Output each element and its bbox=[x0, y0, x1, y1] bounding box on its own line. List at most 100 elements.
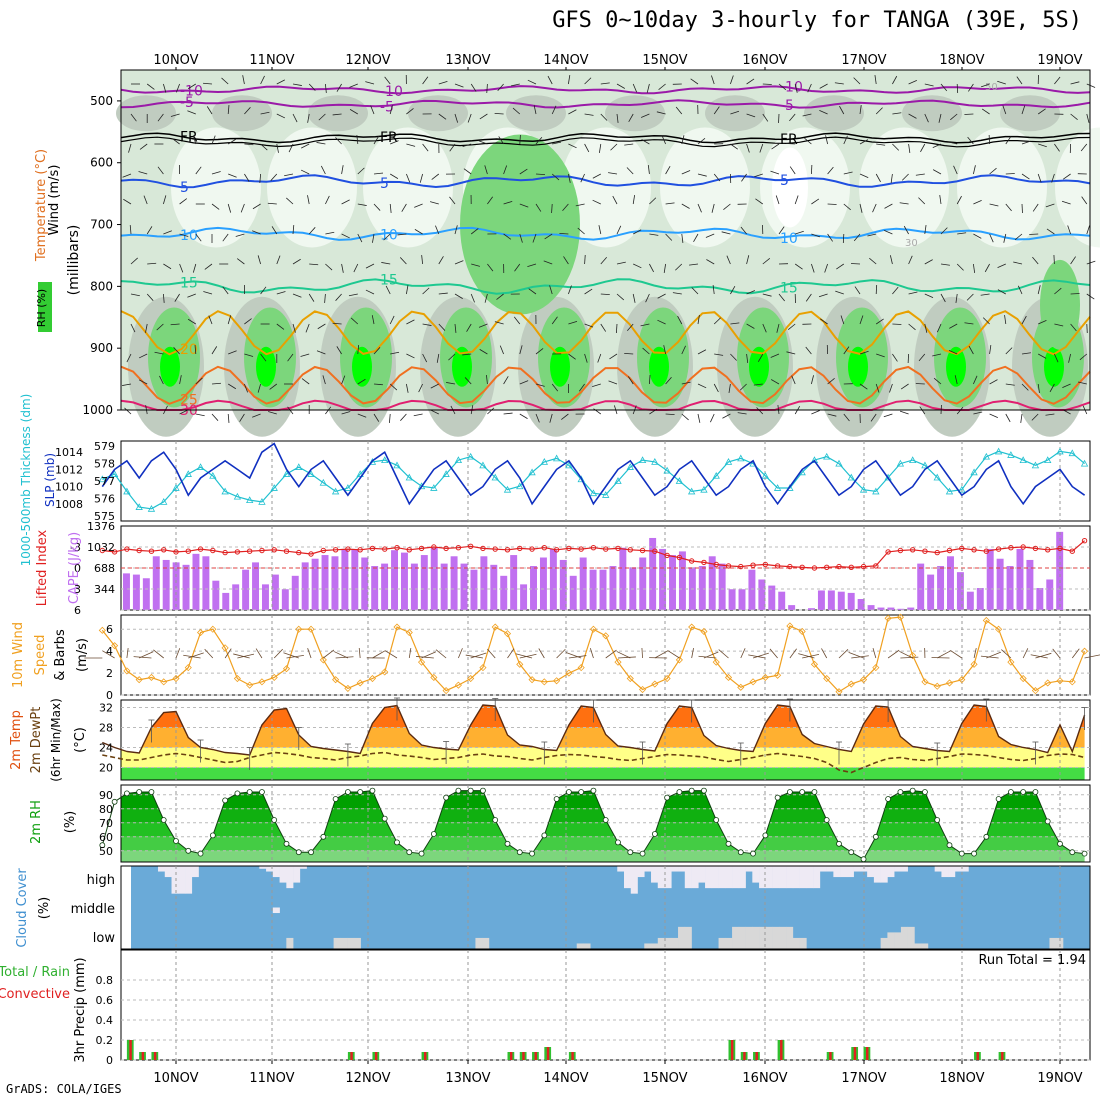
wind-barb bbox=[903, 225, 909, 235]
wind-barb bbox=[1077, 381, 1087, 385]
wind-barb bbox=[332, 113, 342, 116]
rh-point bbox=[246, 789, 253, 795]
wind-barb bbox=[1086, 225, 1090, 235]
wind-barb bbox=[519, 233, 523, 243]
contour-label: -10 bbox=[380, 84, 403, 100]
thickness-point bbox=[1068, 449, 1076, 457]
cloud-low-bar bbox=[786, 926, 794, 949]
wind-barb bbox=[300, 353, 310, 357]
wind-barb bbox=[1070, 113, 1078, 120]
cape-bar bbox=[966, 591, 974, 610]
wind-speed-point bbox=[1019, 674, 1027, 683]
rh-point bbox=[922, 789, 928, 795]
rh-point bbox=[885, 796, 892, 802]
wind-barb bbox=[705, 233, 715, 238]
wind-barb bbox=[400, 413, 407, 421]
wind-barb bbox=[892, 75, 898, 85]
wind-barb bbox=[589, 648, 594, 659]
day-label-bottom: 18NOV bbox=[939, 1071, 984, 1086]
cloud-low-bar bbox=[732, 926, 740, 949]
wind-barb bbox=[175, 648, 181, 659]
rh-blob bbox=[804, 95, 864, 132]
wind-barb bbox=[711, 203, 715, 213]
thickness-point bbox=[258, 498, 266, 505]
wind-speed-point bbox=[540, 678, 548, 686]
upper-ylabel-units: (millibars) bbox=[66, 225, 82, 296]
rh-tick-label: 90 bbox=[99, 789, 113, 802]
wind-barb bbox=[973, 165, 976, 175]
wind-barb bbox=[227, 104, 230, 115]
wind-barb bbox=[853, 77, 861, 85]
rh-blob bbox=[256, 346, 276, 387]
wind-speed-point bbox=[577, 664, 585, 672]
wind-barb bbox=[723, 203, 731, 210]
wind-barb bbox=[819, 109, 828, 115]
wind-barb bbox=[257, 383, 261, 393]
cloud-high-bar bbox=[718, 866, 726, 889]
cloud-high-bar bbox=[624, 866, 632, 889]
wind-barb bbox=[869, 257, 877, 265]
wind-barb bbox=[146, 83, 155, 90]
axis-title-text: Lifted Index bbox=[35, 529, 50, 606]
cape-bar bbox=[152, 556, 160, 610]
cloud-level-label: low bbox=[93, 931, 116, 946]
wind-barb bbox=[435, 649, 447, 659]
wind-barb bbox=[227, 315, 232, 325]
wind-barb bbox=[563, 256, 569, 265]
li-point bbox=[246, 548, 253, 554]
wind-barb bbox=[519, 380, 529, 385]
wind-barb bbox=[538, 648, 545, 659]
cape-bar bbox=[1006, 566, 1014, 610]
wind-barb bbox=[843, 413, 850, 422]
wind-barb bbox=[908, 291, 918, 295]
cape-bar bbox=[252, 562, 260, 610]
wind-barb bbox=[211, 171, 221, 175]
wind-barb bbox=[130, 257, 138, 265]
li-tick-label: 3 bbox=[74, 583, 81, 596]
cape-bar bbox=[271, 574, 279, 610]
rh-point bbox=[615, 839, 621, 846]
wind-barb bbox=[227, 383, 237, 390]
temperature-contour bbox=[120, 99, 1091, 109]
axis-title-text: (°C) bbox=[73, 727, 88, 753]
wind-barb bbox=[1038, 353, 1047, 359]
li-ylabel: Lifted Index bbox=[35, 529, 50, 606]
wind-speed-point bbox=[184, 664, 192, 672]
wind-barb bbox=[984, 263, 990, 273]
wind-barb bbox=[600, 82, 610, 85]
wind-barb bbox=[458, 648, 463, 659]
cloud-low-bar bbox=[482, 937, 490, 949]
thickness-point bbox=[614, 477, 622, 484]
thickness-point bbox=[712, 471, 720, 479]
precip-frame bbox=[120, 949, 1091, 1061]
cloud-high-bar bbox=[171, 866, 179, 894]
wind-barb bbox=[859, 350, 869, 355]
wind-barb bbox=[690, 78, 699, 85]
wind-barb bbox=[406, 383, 409, 393]
temperature-contour bbox=[120, 174, 1091, 189]
wind-barb bbox=[260, 286, 267, 295]
wind-barb bbox=[859, 139, 869, 145]
thickness-point bbox=[184, 470, 192, 477]
wind-barb bbox=[980, 83, 990, 88]
cape-bar bbox=[391, 550, 399, 610]
rh-point bbox=[1057, 840, 1063, 847]
wind-barb bbox=[438, 256, 444, 265]
wind-barb bbox=[130, 293, 140, 297]
wind-barb bbox=[665, 376, 672, 385]
rh-point bbox=[185, 847, 192, 854]
li-point bbox=[504, 547, 511, 553]
wind-barb bbox=[519, 653, 537, 659]
wind-barb bbox=[915, 173, 925, 176]
li-tick-label: -3 bbox=[70, 541, 81, 554]
wind-barb bbox=[487, 263, 494, 272]
cloud-high-bar bbox=[191, 866, 199, 878]
wind-speed-point bbox=[933, 682, 941, 690]
cape-tick-label: 688 bbox=[94, 562, 115, 575]
wind-barb bbox=[859, 203, 863, 213]
thickness-point bbox=[577, 475, 585, 483]
wind-barb bbox=[1004, 315, 1007, 325]
wind-barb bbox=[989, 203, 999, 207]
wind-ylabel: 10m Wind bbox=[11, 622, 26, 688]
wind-barb bbox=[467, 113, 472, 123]
